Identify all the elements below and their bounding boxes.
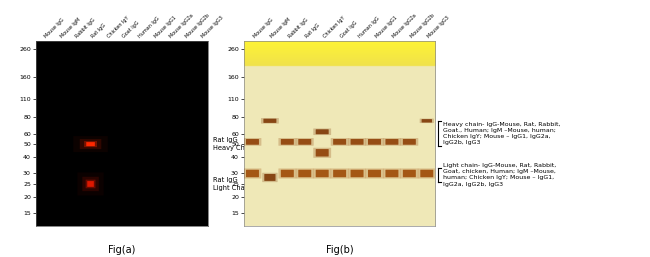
FancyBboxPatch shape — [368, 139, 381, 145]
FancyBboxPatch shape — [316, 149, 329, 157]
Text: Rabbit IgG: Rabbit IgG — [287, 17, 309, 39]
Text: Rat IgG: Rat IgG — [305, 23, 321, 39]
FancyBboxPatch shape — [365, 138, 383, 146]
Text: Rat IgG: Rat IgG — [90, 23, 107, 39]
FancyBboxPatch shape — [383, 138, 401, 146]
Text: Mouse IgG2b: Mouse IgG2b — [410, 13, 436, 39]
FancyBboxPatch shape — [316, 129, 329, 134]
FancyBboxPatch shape — [296, 168, 314, 179]
FancyBboxPatch shape — [421, 170, 434, 177]
FancyBboxPatch shape — [313, 168, 331, 179]
FancyBboxPatch shape — [348, 138, 366, 146]
FancyBboxPatch shape — [400, 168, 419, 179]
Text: Chicken IgY: Chicken IgY — [322, 16, 346, 39]
Text: Rat IgG
Light Chain: Rat IgG Light Chain — [213, 177, 251, 191]
FancyBboxPatch shape — [278, 138, 296, 146]
Text: Mouse IgG: Mouse IgG — [44, 17, 65, 39]
FancyBboxPatch shape — [83, 177, 99, 191]
Text: Goat IgG: Goat IgG — [122, 21, 140, 39]
FancyBboxPatch shape — [87, 181, 94, 187]
FancyBboxPatch shape — [263, 119, 276, 123]
FancyBboxPatch shape — [298, 139, 311, 145]
FancyBboxPatch shape — [278, 168, 296, 179]
Text: Human IgG: Human IgG — [138, 16, 161, 39]
FancyBboxPatch shape — [246, 170, 259, 177]
FancyBboxPatch shape — [403, 170, 416, 177]
FancyBboxPatch shape — [244, 138, 261, 146]
FancyBboxPatch shape — [365, 168, 383, 179]
FancyBboxPatch shape — [331, 168, 348, 179]
FancyBboxPatch shape — [77, 172, 104, 196]
Text: Chicken IgY: Chicken IgY — [106, 16, 130, 39]
FancyBboxPatch shape — [262, 173, 278, 182]
FancyBboxPatch shape — [73, 136, 108, 152]
FancyBboxPatch shape — [244, 168, 261, 179]
FancyBboxPatch shape — [333, 139, 346, 145]
FancyBboxPatch shape — [350, 170, 363, 177]
FancyBboxPatch shape — [316, 170, 329, 177]
Text: Mouse IgG3: Mouse IgG3 — [427, 15, 450, 39]
Text: Heavy chain- IgG-Mouse, Rat, Rabbit,
Goat., Human; IgM –Mouse, human;
Chicken Ig: Heavy chain- IgG-Mouse, Rat, Rabbit, Goa… — [443, 122, 561, 145]
FancyBboxPatch shape — [281, 139, 294, 145]
FancyBboxPatch shape — [261, 118, 279, 124]
Text: Human IgG: Human IgG — [357, 16, 380, 39]
Text: Light chain- IgG-Mouse, Rat, Rabbit,
Goat, chicken, Human; IgM –Mouse,
human; Ch: Light chain- IgG-Mouse, Rat, Rabbit, Goa… — [443, 163, 556, 187]
Text: Mouse IgG3: Mouse IgG3 — [200, 15, 224, 39]
Text: Goat IgG: Goat IgG — [339, 21, 358, 39]
FancyBboxPatch shape — [86, 180, 96, 188]
Text: Mouse IgG1: Mouse IgG1 — [374, 15, 398, 39]
Text: Mouse IgG2a: Mouse IgG2a — [392, 13, 418, 39]
FancyBboxPatch shape — [86, 142, 95, 146]
FancyBboxPatch shape — [331, 138, 348, 146]
FancyBboxPatch shape — [385, 139, 398, 145]
Text: Fig(b): Fig(b) — [326, 245, 354, 255]
Text: Rabbit IgG: Rabbit IgG — [75, 17, 97, 39]
FancyBboxPatch shape — [246, 139, 259, 145]
FancyBboxPatch shape — [418, 168, 436, 179]
FancyBboxPatch shape — [84, 141, 97, 147]
Text: Mouse IgG2b: Mouse IgG2b — [185, 13, 211, 39]
Text: Mouse IgG2a: Mouse IgG2a — [169, 13, 195, 39]
FancyBboxPatch shape — [333, 170, 346, 177]
FancyBboxPatch shape — [348, 168, 366, 179]
Text: Rat IgG
Heavy Chain: Rat IgG Heavy Chain — [213, 137, 255, 151]
FancyBboxPatch shape — [350, 139, 363, 145]
FancyBboxPatch shape — [403, 139, 416, 145]
FancyBboxPatch shape — [313, 148, 331, 158]
Text: Mouse IgG1: Mouse IgG1 — [153, 15, 177, 39]
Text: Mouse IgM: Mouse IgM — [270, 17, 292, 39]
FancyBboxPatch shape — [296, 138, 314, 146]
FancyBboxPatch shape — [422, 119, 432, 123]
FancyBboxPatch shape — [298, 170, 311, 177]
Text: Mouse IgG: Mouse IgG — [252, 17, 274, 39]
Text: Mouse IgM: Mouse IgM — [59, 17, 81, 39]
FancyBboxPatch shape — [265, 174, 276, 181]
FancyBboxPatch shape — [420, 118, 434, 123]
Text: Fig(a): Fig(a) — [108, 245, 136, 255]
FancyBboxPatch shape — [80, 139, 101, 149]
FancyBboxPatch shape — [383, 168, 401, 179]
FancyBboxPatch shape — [385, 170, 398, 177]
FancyBboxPatch shape — [313, 128, 331, 135]
FancyBboxPatch shape — [400, 138, 419, 146]
FancyBboxPatch shape — [368, 170, 381, 177]
FancyBboxPatch shape — [281, 170, 294, 177]
